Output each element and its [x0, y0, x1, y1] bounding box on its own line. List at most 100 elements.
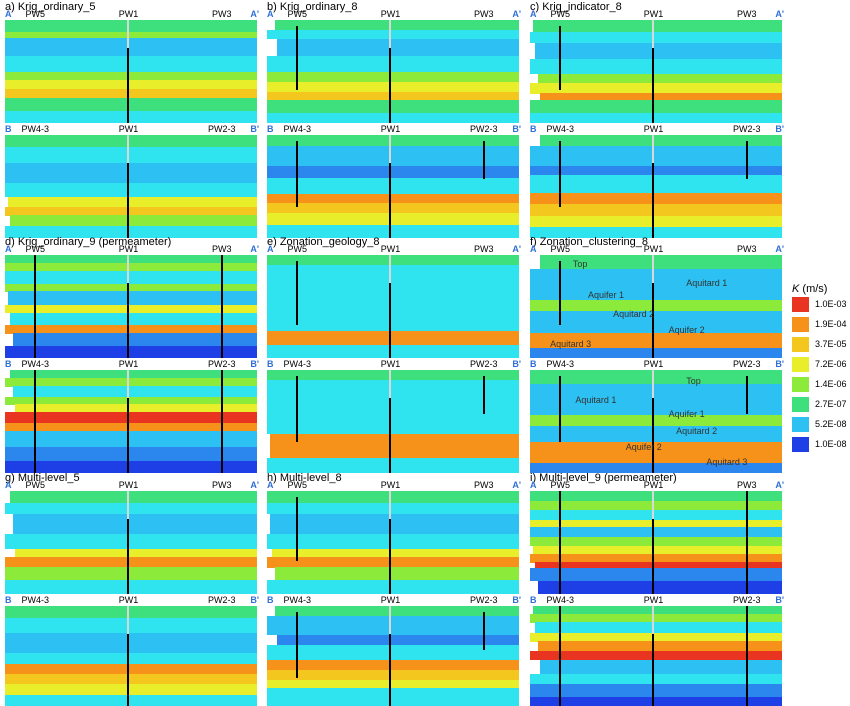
well-label-pw2-3: PW2-3: [207, 359, 236, 369]
well-label-pw4-3: PW4-3: [546, 595, 574, 605]
k-zone-cyan: [5, 534, 257, 550]
k-zone-yellow: [267, 81, 519, 93]
k-zone-red: [5, 412, 257, 424]
well-screen-pw2-3: [745, 141, 748, 179]
k-zone-yellow: [530, 519, 782, 528]
k-zone-yellow: [5, 79, 257, 90]
cross-section: B B' PW4-3 PW1 PW2-3: [5, 595, 259, 706]
well-label-pw5: PW5: [287, 244, 307, 254]
k-zone-yorange: [267, 92, 519, 101]
conductivity-field: [5, 135, 257, 238]
well-screen-pw4-3: [296, 612, 299, 678]
k-zone-cyan: [5, 147, 257, 164]
k-zone-cyan: [5, 56, 257, 73]
well-screen-pw1: [389, 634, 392, 706]
well-label-pw3: PW3: [473, 480, 494, 490]
well-label-pw4-3: PW4-3: [283, 124, 311, 134]
legend-value: 1.4E-06: [815, 379, 847, 389]
k-zone-cyan: [5, 225, 257, 238]
well-screen-pw4-3: [34, 370, 37, 473]
zone-label-aquitard-1: Aquitard 1: [686, 277, 728, 288]
well-label-pw2-3: PW2-3: [732, 595, 761, 605]
section-end-label: A': [250, 9, 259, 19]
legend-swatch: [792, 377, 809, 392]
legend-swatch: [792, 317, 809, 332]
cross-section: A A' PW5 PW1 PW3: [5, 244, 259, 358]
conductivity-field: [267, 606, 519, 706]
conductivity-field: [530, 20, 782, 123]
well-casing: [652, 135, 655, 163]
section-end-label: B: [267, 359, 274, 369]
zone-label-top: Top: [572, 259, 588, 270]
well-label-pw3: PW3: [211, 9, 232, 19]
conductivity-legend: K (m/s) 1.0E-03 1.9E-04 3.7E-05 7.2E-06 1.4E-…: [788, 283, 850, 463]
well-label-pw3: PW3: [211, 244, 232, 254]
well-label-pw5: PW5: [287, 480, 307, 490]
legend-swatch: [792, 357, 809, 372]
k-zone-cyan: [267, 177, 519, 195]
legend-swatch: [792, 437, 809, 452]
well-label-pw1: PW1: [643, 124, 664, 134]
section-end-label: B: [5, 595, 12, 605]
section-end-label: B': [512, 595, 521, 605]
well-casing: [127, 370, 130, 398]
cross-section: B B' PW4-3 PW1 PW2-3: [530, 124, 784, 238]
well-screen-pw5: [559, 261, 562, 325]
k-zone-green: [267, 255, 519, 266]
well-screen-pw4-3: [559, 141, 562, 207]
k-zone-yellow: [530, 215, 782, 228]
well-screen-pw1: [389, 163, 392, 238]
k-zone-cyan: [5, 271, 257, 285]
k-zone-lblue: [5, 162, 257, 184]
well-casing: [389, 370, 392, 398]
well-label-pw1: PW1: [118, 595, 139, 605]
well-screen-pw1: [652, 48, 655, 123]
well-label-pw3: PW3: [211, 480, 232, 490]
well-screen-pw1: [127, 163, 130, 238]
well-label-pw4-3: PW4-3: [283, 595, 311, 605]
k-zone-green: [267, 370, 519, 381]
k-zone-yellow: [15, 548, 257, 558]
section-end-label: B: [267, 595, 274, 605]
well-label-pw2-3: PW2-3: [469, 359, 498, 369]
k-zone-cyan: [267, 380, 519, 435]
k-zone-orange: [530, 333, 782, 349]
well-screen-pw1: [127, 634, 130, 706]
well-screen-pw5: [559, 491, 562, 594]
zone-label-aquitard-2: Aquitard 2: [676, 425, 718, 436]
zone-label-aquitard-3: Aquitard 3: [550, 339, 592, 350]
well-label-pw5: PW5: [25, 9, 45, 19]
well-screen-pw4-3: [559, 606, 562, 706]
section-end-label: B: [5, 359, 12, 369]
k-zone-lgreen: [267, 71, 519, 83]
cross-section: B B' PW4-3 PW1 PW2-3: [267, 124, 521, 238]
section-end-label: A: [530, 244, 537, 254]
k-zone-lblue: [540, 659, 782, 675]
k-zone-yellow: [267, 680, 519, 689]
k-zone-cyan: [530, 509, 782, 521]
well-label-pw4-3: PW4-3: [283, 359, 311, 369]
cross-section: B B' PW4-3 PW1 PW2-3 Top Aquitard 1 Aquifer 1 Aq…: [530, 359, 784, 473]
section-end-label: B: [5, 124, 12, 134]
panel-title: a) Krig_ordinary_5: [5, 1, 96, 13]
k-zone-cyan: [5, 579, 257, 594]
k-zone-orange: [5, 325, 257, 334]
well-screen-pw4-3: [559, 376, 562, 442]
zone-label-aquifer-2: Aquifer 2: [625, 442, 662, 453]
cross-section: A A' PW5 PW1 PW3: [267, 244, 521, 358]
well-label-pw1: PW1: [643, 244, 664, 254]
section-end-label: B': [775, 359, 784, 369]
zone-label-aquifer-1: Aquifer 1: [668, 409, 705, 420]
conductivity-field: [5, 255, 257, 358]
section-end-label: B: [530, 359, 537, 369]
k-zone-dblue: [5, 460, 257, 473]
k-zone-green: [10, 370, 257, 379]
k-zone-cyan: [267, 688, 519, 706]
well-casing: [127, 255, 130, 283]
k-zone-lblue: [5, 37, 257, 57]
conductivity-field: [530, 370, 782, 473]
cross-section: A A' PW5 PW1 PW3: [530, 480, 784, 594]
section-end-label: A: [5, 244, 12, 254]
well-label-pw4-3: PW4-3: [21, 124, 49, 134]
well-label-pw5: PW5: [550, 480, 570, 490]
